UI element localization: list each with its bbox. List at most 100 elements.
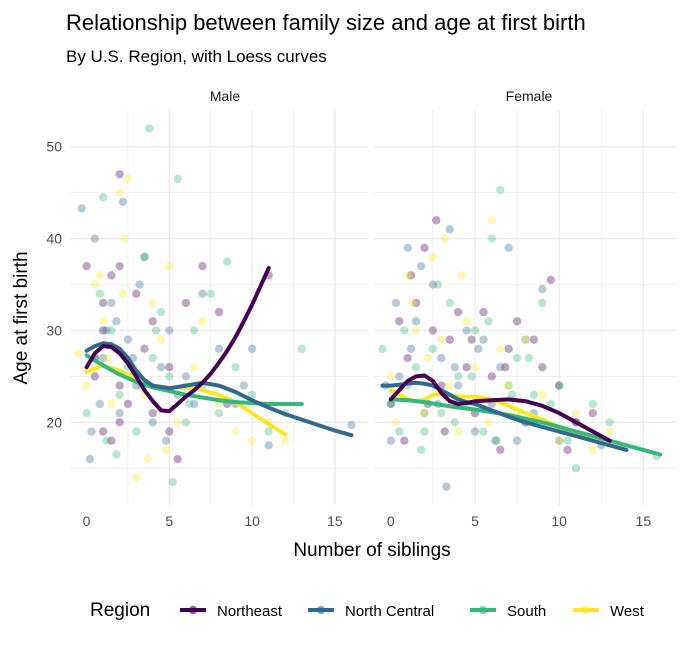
- scatter-point: [411, 326, 421, 335]
- grid: [374, 110, 677, 505]
- scatter-point: [102, 436, 111, 445]
- scatter-point: [428, 326, 438, 335]
- scatter-point: [181, 372, 191, 381]
- scatter-point: [140, 344, 149, 354]
- scatter-point: [297, 344, 306, 354]
- scatter-point: [386, 399, 396, 409]
- scatter-point: [123, 335, 133, 344]
- panel-strip-label: Female: [506, 88, 553, 104]
- scatter-point: [512, 353, 522, 363]
- legend: Region Northeast North Central South West: [90, 600, 645, 621]
- legend-key-point: [188, 605, 198, 615]
- scatter-point: [107, 399, 116, 409]
- scatter-point: [440, 427, 449, 436]
- scatter-point: [395, 427, 404, 436]
- scatter-point: [135, 280, 144, 289]
- scatter-point: [487, 234, 497, 243]
- scatter-point: [156, 307, 166, 317]
- scatter-point: [132, 289, 141, 298]
- scatter-point: [140, 252, 149, 262]
- scatter-point: [605, 427, 614, 436]
- scatter-point: [90, 372, 100, 381]
- panel-male: Male 0 5 10 15 20 30 40 50: [46, 88, 368, 529]
- scatter-point: [173, 174, 182, 184]
- scatter-point: [512, 317, 522, 326]
- scatter-point: [82, 408, 91, 418]
- scatter-point: [512, 436, 522, 445]
- y-tick-label: 30: [46, 322, 62, 338]
- x-axis-title: Number of siblings: [293, 540, 450, 561]
- scatter-point: [470, 427, 480, 436]
- scatter-point: [554, 436, 564, 445]
- scatter-point: [504, 381, 513, 390]
- scatter-point: [165, 363, 174, 372]
- scatter-point: [148, 298, 157, 308]
- legend-title: Region: [90, 600, 150, 621]
- scatter-point: [440, 234, 449, 243]
- scatter-point: [206, 289, 215, 298]
- scatter-point: [453, 427, 463, 436]
- scatter-point: [98, 326, 108, 335]
- scatter-point: [411, 298, 421, 308]
- scatter-point: [420, 427, 429, 436]
- scatter-point: [445, 225, 454, 234]
- scatter-point: [95, 399, 105, 409]
- scatter-point: [115, 381, 124, 390]
- scatter-point: [107, 436, 116, 445]
- scatter-point: [524, 353, 534, 363]
- scatter-point: [588, 408, 598, 418]
- scatter-point: [462, 363, 471, 372]
- scatter-point: [571, 408, 581, 418]
- x-tick-label: 5: [165, 513, 173, 529]
- scatter-point: [420, 408, 429, 418]
- scatter-point: [445, 298, 454, 308]
- scatter-point: [107, 326, 116, 335]
- scatter-point: [386, 399, 396, 409]
- scatter-point: [112, 317, 121, 326]
- y-tick-label: 50: [46, 139, 62, 155]
- scatter-point: [181, 418, 191, 427]
- scatter-point: [538, 363, 547, 372]
- scatter-point: [148, 317, 157, 326]
- scatter-point: [496, 363, 505, 372]
- scatter-point: [264, 441, 273, 450]
- x-tick-label: 15: [327, 513, 343, 529]
- scatter-point: [453, 307, 463, 317]
- scatter-point: [420, 243, 429, 252]
- scatter-point: [87, 427, 96, 436]
- x-tick-label: 10: [551, 513, 567, 529]
- scatter-point: [479, 335, 488, 344]
- scatter-point: [214, 344, 224, 354]
- scatter-point: [395, 372, 404, 381]
- scatter-point: [450, 363, 459, 372]
- scatter-point: [462, 317, 471, 326]
- scatter-point: [445, 381, 454, 390]
- scatter-point: [420, 408, 429, 418]
- scatter-point: [198, 289, 207, 298]
- scatter-point: [391, 298, 401, 308]
- scatter-point: [98, 298, 108, 308]
- scatter-point: [521, 335, 530, 344]
- scatter-point: [123, 174, 133, 184]
- y-axis-title: Age at first birth: [11, 251, 32, 384]
- scatter-point: [102, 326, 111, 335]
- scatter-point: [437, 408, 446, 418]
- scatter-point: [588, 399, 598, 409]
- scatter-point: [411, 363, 421, 372]
- x-tick-label: 15: [636, 513, 652, 529]
- scatter-point: [103, 353, 113, 363]
- scatter-point: [156, 363, 166, 372]
- scatter-point: [95, 289, 105, 298]
- scatter-point: [496, 344, 505, 354]
- scatter-point: [115, 170, 124, 179]
- scatter-point: [161, 436, 171, 445]
- scatter-point: [223, 257, 232, 266]
- scatter-point: [521, 335, 530, 344]
- scatter-point: [281, 436, 290, 445]
- scatter-point: [115, 188, 124, 197]
- scatter-point: [247, 390, 257, 399]
- scatter-point: [423, 353, 433, 363]
- scatter-point: [496, 185, 505, 195]
- scatter-point: [173, 418, 182, 427]
- scatter-point: [247, 436, 257, 445]
